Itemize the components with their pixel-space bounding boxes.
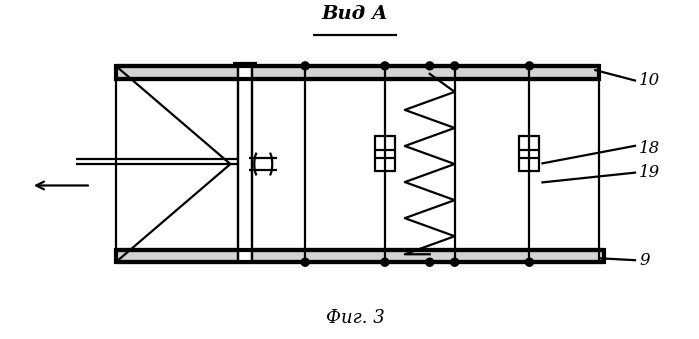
Circle shape bbox=[526, 258, 533, 266]
Circle shape bbox=[451, 62, 459, 70]
Text: Вид А: Вид А bbox=[322, 5, 389, 23]
Circle shape bbox=[381, 62, 389, 70]
Circle shape bbox=[426, 258, 434, 266]
Text: 10: 10 bbox=[639, 72, 661, 89]
Bar bbox=[375, 136, 395, 171]
Bar bbox=[116, 66, 599, 79]
Circle shape bbox=[301, 258, 309, 266]
Circle shape bbox=[451, 258, 459, 266]
Circle shape bbox=[426, 62, 434, 70]
Bar bbox=[116, 250, 604, 262]
Bar bbox=[238, 66, 252, 262]
Text: 18: 18 bbox=[639, 140, 661, 157]
Text: Фиг. 3: Фиг. 3 bbox=[326, 309, 384, 327]
Circle shape bbox=[526, 62, 533, 70]
Bar bbox=[519, 136, 540, 171]
Text: 9: 9 bbox=[639, 252, 649, 269]
Circle shape bbox=[301, 62, 309, 70]
Text: 19: 19 bbox=[639, 164, 661, 181]
Circle shape bbox=[381, 258, 389, 266]
